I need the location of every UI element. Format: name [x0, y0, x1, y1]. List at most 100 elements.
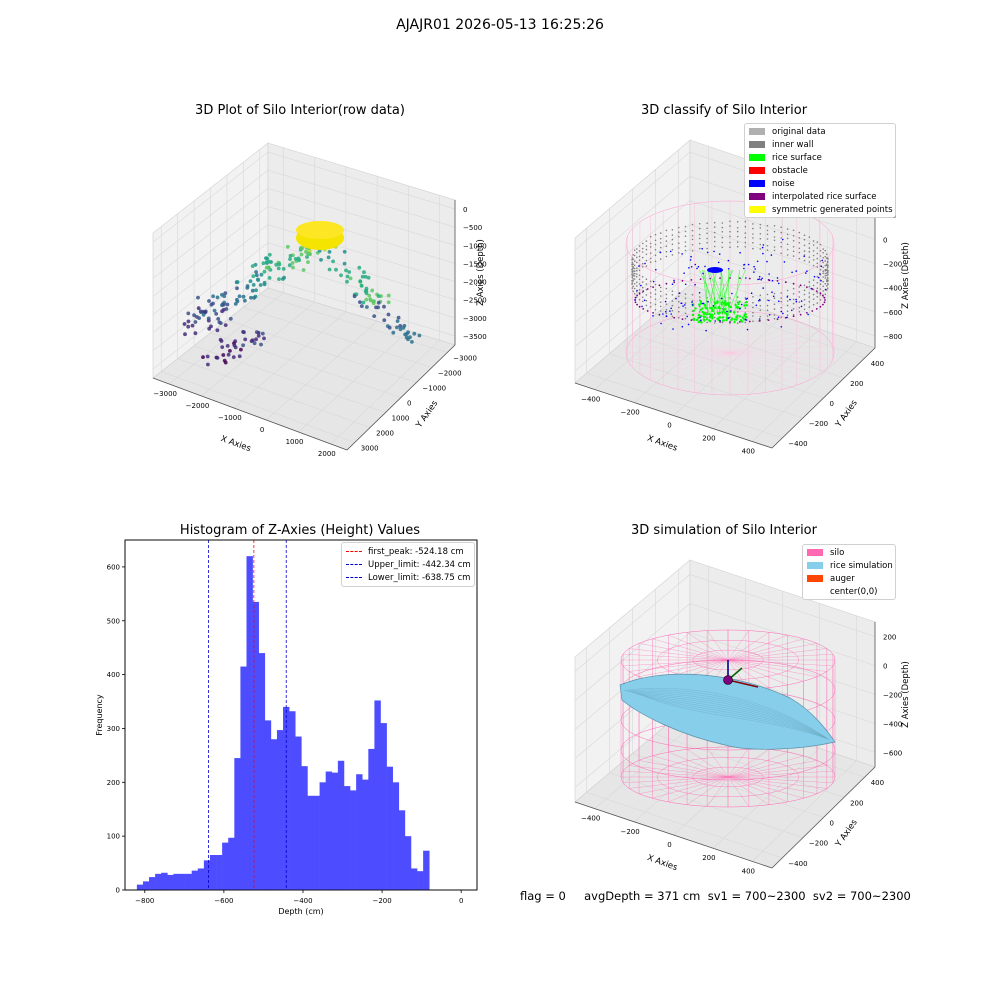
inner-wall-point	[812, 279, 815, 281]
interpolated-point	[819, 292, 822, 295]
y-tick-label: 600	[107, 563, 120, 571]
histogram-bar	[307, 795, 314, 890]
inner-wall-point	[736, 311, 739, 313]
scatter-point	[207, 299, 211, 303]
noise-point	[702, 302, 705, 305]
z-tick-label: 0	[463, 206, 467, 214]
interpolated-point	[646, 288, 649, 290]
legend-swatch	[749, 206, 765, 213]
scatter-point	[251, 274, 256, 279]
noise-point	[727, 259, 730, 262]
inner-wall-point	[641, 286, 644, 289]
inner-wall-point	[786, 310, 789, 312]
inner-wall-point	[803, 238, 806, 241]
silo-bottom-spoke	[623, 776, 729, 784]
inner-wall-point	[649, 280, 652, 283]
legend-entry: silo	[803, 546, 895, 559]
inner-wall-point	[766, 304, 769, 307]
silo-top-spoke	[727, 634, 788, 661]
noise-cluster	[707, 267, 723, 273]
histogram-bar	[234, 758, 241, 890]
inner-wall-point	[641, 242, 644, 245]
z-gridline	[152, 169, 456, 261]
inner-wall-point	[659, 246, 662, 249]
z-tick-label: −500	[463, 224, 482, 232]
inner-wall-point	[752, 242, 754, 244]
z-tick-label: −200	[883, 260, 902, 268]
scatter-point	[345, 279, 349, 284]
noise-point	[706, 251, 709, 254]
scatter-point	[206, 362, 210, 367]
legend-entry: rice surface	[745, 151, 895, 164]
inner-wall-point	[798, 301, 801, 303]
scatter-point	[186, 324, 191, 329]
inner-wall-point	[786, 304, 789, 307]
noise-point	[739, 308, 741, 310]
scatter-point	[252, 295, 256, 300]
interpolated-point	[784, 281, 787, 284]
inner-wall-point	[736, 227, 739, 229]
noise-point	[817, 276, 820, 279]
x-tick-label: 0	[260, 426, 264, 434]
z-gridline	[152, 187, 456, 279]
y-axis-label: Y Axies	[833, 817, 860, 849]
y-gridline	[609, 208, 803, 419]
noise-point	[644, 262, 646, 265]
inner-wall-point	[654, 293, 657, 295]
inner-wall-point	[645, 245, 648, 247]
y-gridline	[678, 149, 865, 359]
inner-wall-point	[641, 256, 644, 259]
scatter-point	[359, 284, 364, 288]
legend-label: inner wall	[772, 139, 814, 150]
z-gridline	[574, 272, 876, 372]
interpolated-point	[636, 294, 638, 297]
inner-wall-point	[631, 280, 634, 282]
x-tick-label: 0	[667, 841, 671, 849]
inner-wall-point	[706, 227, 708, 230]
scatter-point	[223, 291, 228, 295]
inner-wall-point	[678, 300, 680, 303]
legend-label: Lower_limit: -638.75 cm	[368, 572, 471, 583]
scatter-point	[196, 306, 201, 311]
rice-surface-point	[691, 313, 695, 317]
inner-wall-point	[638, 274, 641, 277]
inner-wall-point	[631, 268, 633, 271]
panel1-chart: −3000 −2000 −1000 0 1000 2000 3000 2000 1000 0 −10…	[152, 142, 487, 458]
x-gridline	[330, 195, 440, 445]
inner-wall-point	[792, 287, 795, 290]
scatter-point	[339, 273, 343, 278]
z-tick-label: −1000	[463, 242, 487, 250]
silo-floor-spoke	[677, 316, 731, 354]
rice-surface-ray	[722, 269, 731, 316]
z-tick-label: −800	[883, 333, 902, 341]
scatter-point	[382, 318, 387, 323]
x-axis-line	[574, 801, 773, 869]
noise-point	[694, 283, 696, 286]
inner-wall-point	[798, 296, 801, 298]
histogram-bar	[295, 736, 302, 890]
inner-wall-point	[691, 238, 694, 241]
noise-point	[704, 265, 706, 268]
z-tick-label: −600	[883, 309, 902, 317]
inner-wall-point	[786, 243, 789, 246]
histogram-bar	[258, 653, 266, 890]
scatter-point	[262, 269, 267, 274]
histogram-bar	[240, 666, 247, 890]
inner-wall-point	[638, 289, 641, 291]
rice-surface-point	[733, 320, 736, 324]
scatter-point	[256, 334, 261, 338]
scatter-point	[241, 294, 246, 299]
interpolated-point	[739, 277, 741, 279]
inner-wall-point	[826, 279, 828, 281]
histogram-bar	[203, 860, 211, 890]
inner-wall-point	[736, 221, 739, 223]
inner-wall-point	[826, 274, 828, 277]
noise-point	[652, 280, 655, 283]
inner-wall-point	[808, 285, 811, 288]
inner-wall-point	[729, 301, 731, 304]
noise-point	[640, 284, 642, 287]
inner-wall-point	[752, 227, 754, 230]
noise-point	[795, 270, 797, 272]
rice-surface-point	[699, 308, 702, 311]
histogram-bar	[142, 881, 150, 890]
